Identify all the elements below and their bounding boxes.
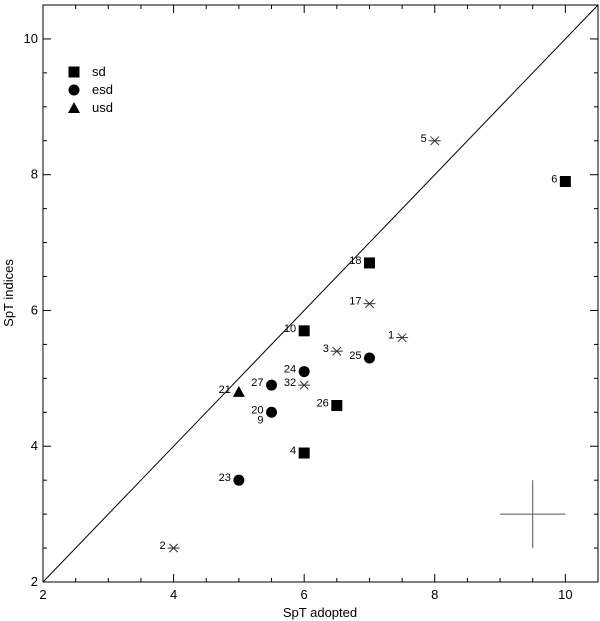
y-tick-label: 2 [31,574,38,589]
data-points: 6 18 10 26 4 25 24 27 20 23 21 5 17 1 3 32 2 9 [159,133,571,553]
legend-triangle-icon [68,102,80,113]
point-label: 4 [290,445,296,457]
point-circle [298,366,310,378]
point-label: 21 [219,384,231,396]
point-label: 10 [284,323,296,335]
point-circle [233,474,245,486]
y-tick-label: 4 [31,438,38,453]
point-label: 3 [323,343,329,355]
point-asterisk [396,333,409,343]
point-label: 17 [349,296,361,308]
point-asterisk [167,543,180,553]
point-circle [266,406,278,418]
point-circle [363,352,375,364]
point-circle [266,379,278,391]
point-label: 18 [349,255,361,267]
point-label: 23 [219,472,231,484]
point-label: 6 [551,173,557,185]
point-triangle [232,385,245,397]
point-label: 32 [284,377,296,389]
point-square [331,400,343,412]
error-bar-cross [500,480,566,549]
point-label: 26 [317,398,329,410]
point-label: 20 [251,404,263,416]
one-to-one-line [42,4,599,583]
point-asterisk [428,136,441,146]
y-tick-label: 6 [31,302,38,317]
point-label: 1 [388,330,394,342]
point-asterisk [298,380,311,390]
legend-label: esd [92,82,113,97]
x-tick-label: 10 [558,587,572,602]
legend-label: sd [92,64,106,79]
legend-square-icon [68,66,80,78]
point-square [363,257,375,269]
x-tick-label: 6 [301,587,308,602]
point-asterisk [363,299,376,309]
legend-label: usd [92,100,113,115]
point-label: 5 [421,133,427,145]
plot-frame [42,4,599,583]
y-axis-label: SpT indices [1,259,16,327]
x-axis-label: SpT adopted [283,605,357,620]
legend-circle-icon [68,84,80,96]
point-square [298,325,310,337]
point-label: 24 [284,364,296,376]
x-tick-label: 2 [39,587,46,602]
legend: sd esd usd [68,64,113,115]
point-square [559,175,571,187]
point-asterisk [330,346,343,356]
point-label: 9 [257,414,263,426]
x-tick-label: 4 [170,587,177,602]
point-label: 25 [349,350,361,362]
x-tick-label: 8 [431,587,438,602]
y-tick-label: 8 [31,167,38,182]
point-label: 27 [251,377,263,389]
y-tick-label: 10 [24,31,38,46]
point-square [298,447,310,459]
point-label: 2 [159,540,165,552]
